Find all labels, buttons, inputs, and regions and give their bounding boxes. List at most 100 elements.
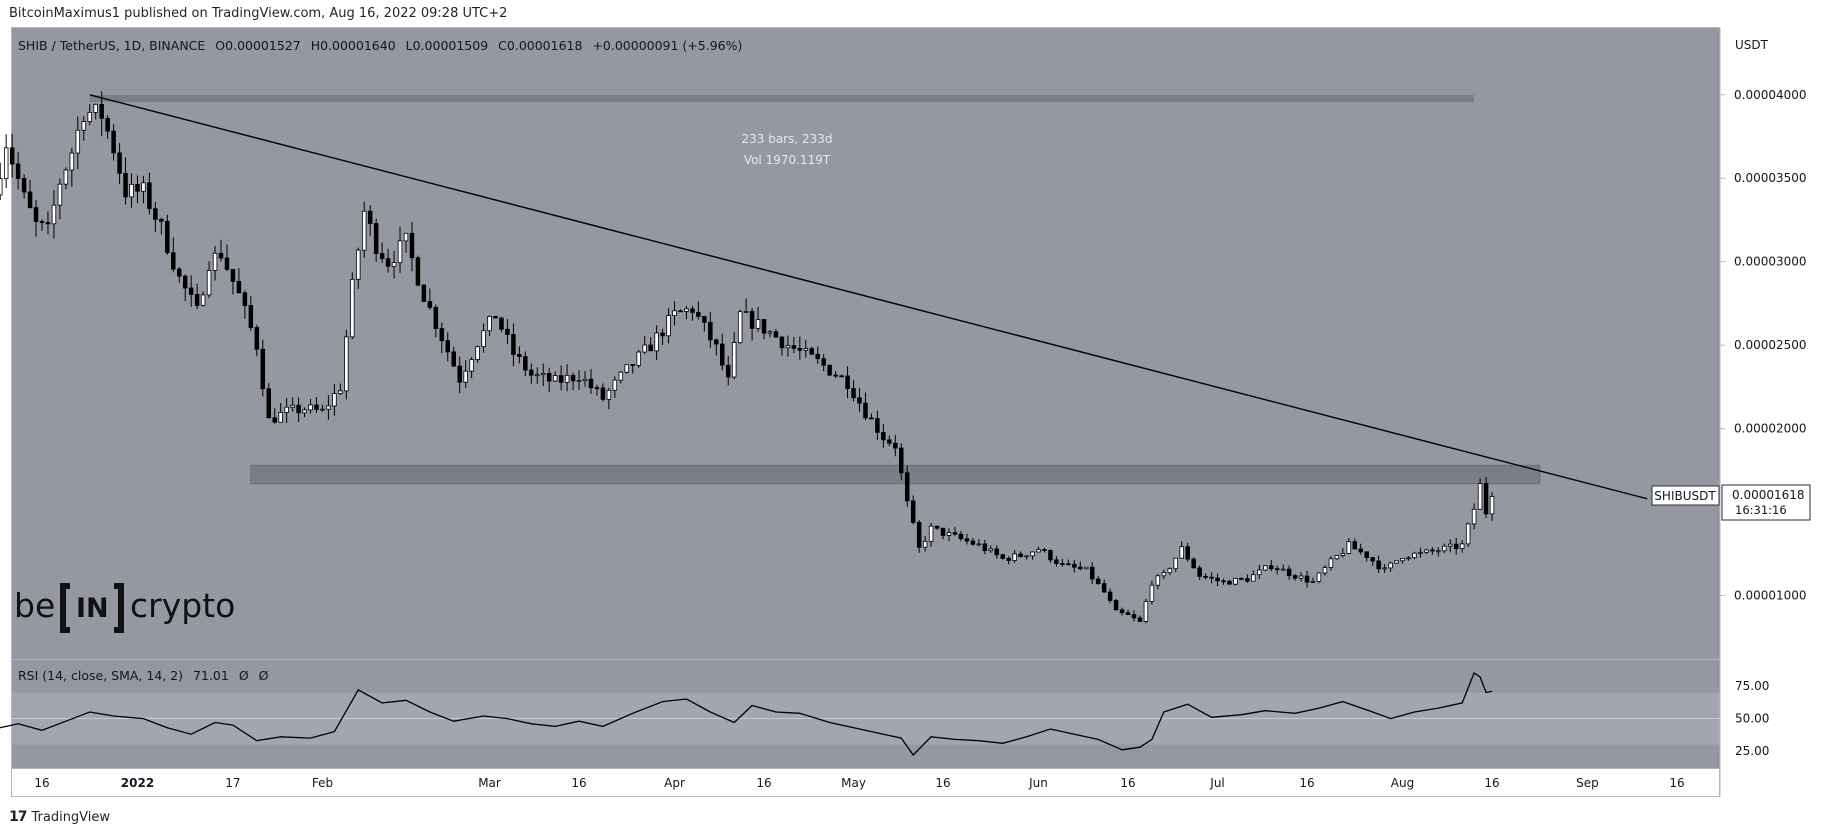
- candle: [1233, 577, 1238, 586]
- price-axis-ticks: 0.00004000 0.00003500 0.00003000 0.00002500…: [1720, 88, 1807, 603]
- legend-o-label: O: [215, 38, 225, 53]
- candle: [624, 364, 630, 374]
- candle: [230, 269, 236, 295]
- candle: [338, 383, 343, 396]
- candle: [284, 398, 289, 423]
- candle: [1137, 615, 1143, 623]
- candle: [1453, 537, 1459, 555]
- candle: [21, 174, 27, 199]
- range-top-bar[interactable]: [89, 95, 1475, 103]
- candle: [1101, 579, 1107, 593]
- candle: [1268, 559, 1274, 572]
- candle: [1209, 572, 1214, 584]
- candle: [242, 290, 248, 319]
- legend-o-value: 0.00001527: [225, 38, 301, 53]
- candle: [1447, 539, 1453, 553]
- candle: [863, 392, 868, 421]
- candle: [1263, 565, 1268, 572]
- candle: [576, 370, 582, 391]
- symbol-tag[interactable]: SHIBUSDT: [1651, 485, 1720, 506]
- candle: [1084, 566, 1089, 570]
- candle: [1143, 598, 1149, 624]
- candle: [0, 162, 3, 200]
- candle: [558, 365, 564, 391]
- candle: [1328, 556, 1334, 571]
- candle: [487, 315, 492, 337]
- candle: [111, 124, 116, 161]
- candle: [1292, 573, 1298, 581]
- candle: [904, 465, 910, 507]
- candle: [51, 189, 57, 239]
- watermark-be: be: [14, 586, 55, 625]
- candle: [1346, 538, 1352, 555]
- symbol-tag-label: SHIBUSDT: [1654, 489, 1716, 503]
- candle: [869, 413, 874, 420]
- candle: [308, 398, 313, 414]
- candle: [636, 349, 641, 368]
- candle: [1018, 551, 1023, 558]
- candle: [1412, 551, 1417, 560]
- candle: [1316, 572, 1322, 584]
- candle: [1107, 588, 1113, 604]
- candle: [1131, 610, 1137, 622]
- candle: [1286, 565, 1292, 580]
- candle: [117, 143, 122, 185]
- last-price-tag[interactable]: 0.00001618 16:31:16: [1721, 484, 1811, 521]
- resistance-zone[interactable]: [250, 464, 1541, 485]
- candle: [63, 167, 69, 190]
- candle: [505, 319, 510, 345]
- legend-change: +0.00000091 (+5.96%): [592, 38, 742, 53]
- candle: [350, 272, 355, 340]
- chart-canvas[interactable]: SHIB / TetherUS, 1D, BINANCE O0.00001527…: [0, 0, 1825, 800]
- time-tick-label: Jul: [1209, 776, 1224, 790]
- candle: [630, 364, 635, 374]
- candle: [3, 134, 9, 188]
- candle: [821, 353, 826, 372]
- candles-group: [0, 91, 1495, 624]
- candle: [391, 250, 397, 279]
- candle: [940, 527, 946, 540]
- beincrypto-watermark: be IN crypto: [14, 583, 235, 633]
- legend-c-label: C: [498, 38, 507, 53]
- candle: [1251, 570, 1256, 582]
- rsi-tick-label: 75.00: [1735, 679, 1769, 693]
- rsi-legend-extra2: Ø: [259, 668, 269, 683]
- candle: [1203, 573, 1208, 580]
- candle: [958, 531, 964, 542]
- candle: [75, 116, 81, 170]
- candle: [761, 319, 767, 340]
- candle: [188, 275, 194, 307]
- candle: [1310, 577, 1316, 584]
- time-tick-label: Aug: [1391, 776, 1414, 790]
- descending-trendline[interactable]: [89, 94, 1648, 500]
- candle: [33, 199, 39, 237]
- candle: [27, 180, 33, 209]
- candle: [988, 545, 994, 553]
- candle: [206, 261, 212, 299]
- candle: [87, 104, 92, 126]
- candle: [928, 522, 934, 547]
- candle: [69, 147, 75, 187]
- candle: [1364, 551, 1369, 562]
- candle: [1161, 569, 1167, 580]
- footer: 17 TradingView: [9, 809, 110, 825]
- candle: [690, 305, 695, 321]
- candle: [290, 397, 295, 412]
- candle: [224, 244, 230, 272]
- candle: [642, 336, 647, 355]
- tradingview-logo-icon: 17: [9, 809, 28, 825]
- candle: [1245, 574, 1250, 583]
- candle: [1280, 564, 1286, 571]
- candle: [135, 175, 140, 204]
- price-pane[interactable]: [12, 28, 1720, 659]
- candle: [415, 255, 421, 287]
- candle: [1483, 477, 1489, 519]
- candle: [725, 355, 731, 386]
- candle: [1424, 548, 1429, 555]
- candle: [248, 296, 254, 331]
- candle: [1418, 547, 1423, 558]
- watermark-bracket-right-icon: [114, 583, 124, 633]
- price-tick-label: 0.00001000: [1734, 589, 1807, 603]
- candle: [1119, 607, 1125, 616]
- rsi-tick-label: 50.00: [1735, 712, 1769, 726]
